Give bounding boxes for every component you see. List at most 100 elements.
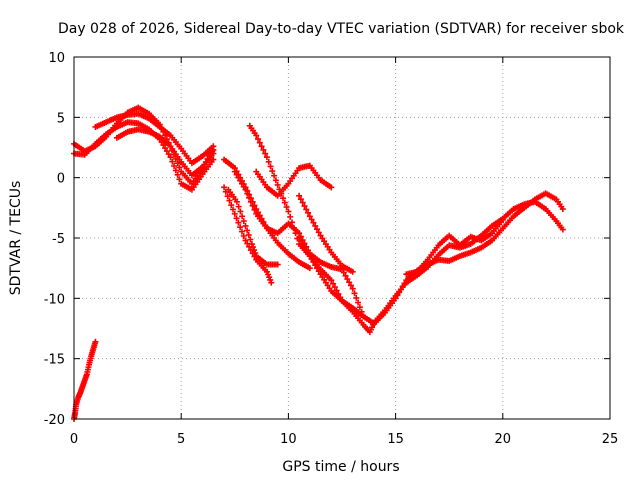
data-point [237, 177, 244, 184]
data-point [356, 304, 363, 311]
data-point [328, 184, 335, 191]
data-point [285, 208, 292, 215]
data-point [331, 284, 338, 291]
data-point [305, 250, 312, 257]
data-point [210, 156, 217, 163]
data-point [268, 279, 275, 286]
series-track-d [113, 126, 217, 179]
x-tick-label: 25 [602, 432, 619, 447]
y-axis-label: SDTVAR / TECUs [8, 181, 24, 296]
y-tick-label: 5 [57, 111, 65, 126]
data-point [222, 188, 229, 195]
data-point [244, 190, 251, 197]
data-point [312, 262, 319, 269]
data-point [353, 294, 360, 301]
data-point [174, 171, 181, 178]
data-point [253, 132, 260, 139]
data-point [306, 265, 313, 272]
data-point [240, 218, 247, 225]
data-point [239, 213, 246, 220]
data-point [249, 250, 256, 257]
data-point [238, 180, 245, 187]
plot-frame [73, 56, 611, 420]
data-point [235, 203, 242, 210]
data-point [163, 148, 170, 155]
data-point [235, 174, 242, 181]
data-point [499, 216, 506, 223]
data-point [230, 206, 237, 213]
data-point [313, 265, 320, 272]
chart-title: Day 028 of 2026, Sidereal Day-to-day VTE… [58, 21, 625, 37]
data-point [242, 186, 249, 193]
data-point [315, 229, 322, 236]
data-point [355, 299, 362, 306]
data-point [246, 194, 253, 201]
data-point [267, 163, 274, 170]
data-point [172, 167, 179, 174]
data-point [280, 195, 287, 202]
data-point [251, 206, 258, 213]
y-tick-label: -20 [44, 413, 65, 428]
data-point [242, 222, 249, 229]
y-tick-label: -5 [52, 232, 65, 247]
series-track-l [296, 192, 356, 275]
data-point [247, 236, 254, 243]
data-point [255, 136, 262, 143]
data-point [165, 151, 172, 158]
data-point [274, 181, 281, 188]
data-point [296, 235, 303, 241]
data-point [251, 253, 258, 260]
series-track-c [92, 110, 217, 167]
x-tick-label: 0 [70, 432, 78, 447]
data-point [296, 192, 303, 199]
data-point [340, 269, 347, 276]
data-point [333, 287, 340, 294]
data-point [263, 154, 270, 161]
series-track-k [296, 235, 367, 320]
data-point [347, 282, 354, 289]
data-point [238, 228, 245, 235]
data-point [306, 253, 313, 260]
data-point [274, 261, 281, 268]
data-point [330, 280, 337, 287]
x-tick-label: 20 [495, 432, 512, 447]
data-point [242, 237, 249, 244]
data-point [346, 279, 353, 286]
data-point [315, 268, 322, 275]
data-point [290, 224, 297, 231]
data-point [297, 196, 304, 203]
data-point [308, 216, 315, 223]
data-point [247, 198, 254, 205]
data-point [237, 224, 244, 231]
data-point [249, 202, 256, 209]
y-tick-label: -10 [44, 292, 65, 307]
data-point [246, 243, 253, 250]
series-track-i [221, 184, 275, 286]
x-axis-label: GPS time / hours [282, 459, 399, 475]
data-point [244, 227, 251, 234]
data-point [92, 338, 99, 345]
data-point [233, 171, 240, 178]
data-point [288, 219, 295, 226]
data-point [262, 150, 269, 157]
data-point [176, 164, 183, 171]
data-point [228, 202, 235, 209]
data-point [233, 198, 240, 205]
data-point [256, 139, 263, 146]
data-point [301, 244, 308, 251]
series-early-rise [71, 338, 99, 422]
data-point [308, 256, 315, 263]
data-point [233, 215, 240, 222]
data-point [167, 154, 174, 161]
data-point [313, 226, 320, 233]
data-point [303, 206, 310, 213]
data-points [71, 104, 566, 422]
data-point [210, 150, 217, 157]
data-point [303, 247, 310, 254]
data-point [292, 230, 299, 237]
x-tick-label: 5 [177, 432, 185, 447]
data-point [306, 213, 313, 220]
data-point [310, 219, 317, 226]
data-point [287, 213, 294, 220]
